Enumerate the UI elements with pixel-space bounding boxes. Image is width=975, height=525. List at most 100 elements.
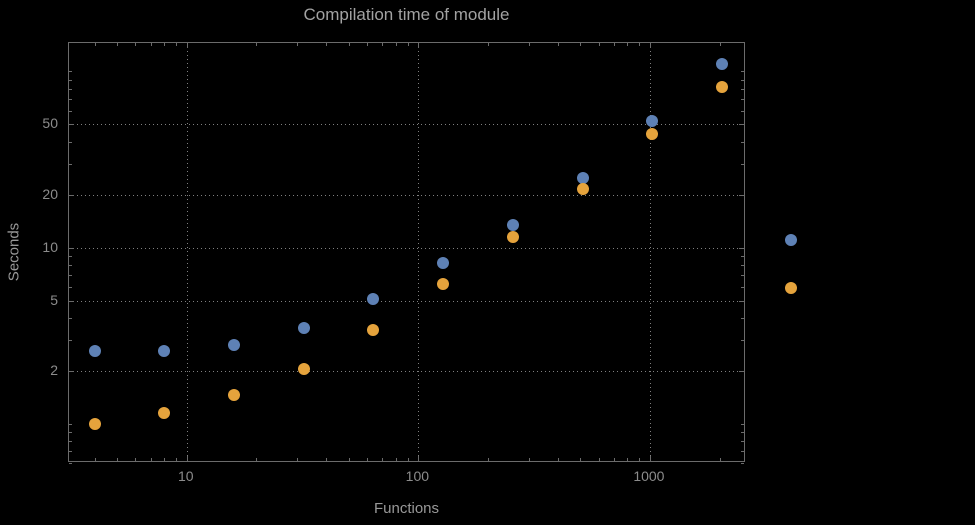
y-minor-tick [69, 88, 72, 90]
y-minor-tick [69, 110, 72, 112]
x-minor-tick [719, 43, 721, 46]
plot-area [68, 42, 745, 464]
x-minor-tick [326, 43, 328, 46]
y-minor-tick [69, 317, 72, 319]
y-tick-mark [69, 247, 74, 249]
x-minor-tick [627, 43, 629, 46]
x-minor-tick [580, 458, 582, 461]
y-gridline [69, 370, 744, 372]
x-minor-tick [297, 43, 299, 46]
x-tick-mark [418, 456, 420, 461]
y-tick-mark [739, 300, 744, 302]
data-point-series-2-orange [506, 230, 519, 243]
y-minor-tick [69, 451, 72, 453]
y-tick-mark [69, 300, 74, 302]
x-minor-tick [598, 458, 600, 461]
x-minor-tick [150, 43, 152, 46]
y-minor-tick [69, 274, 72, 276]
y-tick-label: 50 [42, 115, 58, 132]
x-minor-tick [176, 458, 178, 461]
x-minor-tick [557, 458, 559, 461]
y-minor-tick [69, 255, 72, 257]
x-minor-tick [94, 43, 96, 46]
data-point-series-2-orange [88, 417, 101, 430]
y-minor-tick [741, 463, 744, 464]
x-tick-label: 10 [177, 468, 194, 484]
legend-marker-series-1 [785, 234, 797, 246]
x-minor-tick [488, 43, 490, 46]
y-minor-tick [741, 440, 744, 442]
y-minor-tick [69, 463, 72, 464]
y-minor-tick [69, 264, 72, 266]
x-minor-tick [366, 43, 368, 46]
y-minor-tick [741, 264, 744, 266]
y-minor-tick [741, 98, 744, 100]
x-minor-tick [598, 43, 600, 46]
y-tick-mark [739, 124, 744, 126]
x-minor-tick [164, 43, 166, 46]
x-tick-mark [649, 43, 651, 48]
y-minor-tick [69, 71, 72, 73]
x-minor-tick [135, 43, 137, 46]
y-minor-tick [69, 163, 72, 165]
x-minor-tick [407, 458, 409, 461]
y-tick-label: 5 [50, 291, 58, 308]
x-minor-tick [488, 458, 490, 461]
data-point-series-2-orange [716, 80, 728, 93]
x-minor-tick [348, 458, 350, 461]
y-gridline [69, 300, 744, 302]
y-minor-tick [741, 163, 744, 165]
x-minor-tick [382, 458, 384, 461]
x-minor-tick [94, 458, 96, 461]
data-point-series-1-blue [228, 339, 241, 352]
x-minor-tick [164, 458, 166, 461]
y-minor-tick [741, 274, 744, 276]
y-minor-tick [741, 110, 744, 112]
y-minor-tick [69, 423, 72, 425]
y-minor-tick [741, 79, 744, 81]
y-tick-mark [69, 370, 74, 372]
x-minor-tick [639, 43, 641, 46]
x-minor-tick [348, 43, 350, 46]
x-minor-tick [614, 458, 616, 461]
x-minor-tick [528, 43, 530, 46]
y-minor-tick [69, 339, 72, 341]
y-minor-tick [69, 440, 72, 442]
x-tick-label: 100 [405, 468, 430, 484]
y-minor-tick [69, 286, 72, 288]
y-tick-mark [739, 370, 744, 372]
y-minor-tick [741, 286, 744, 288]
x-minor-tick [117, 43, 119, 46]
x-minor-tick [297, 458, 299, 461]
x-minor-tick [366, 458, 368, 461]
data-point-series-1-blue [576, 171, 589, 184]
x-minor-tick [135, 458, 137, 461]
data-point-series-2-orange [646, 128, 659, 141]
y-tick-mark [739, 247, 744, 249]
y-tick-label: 10 [42, 238, 58, 255]
x-minor-tick [256, 43, 258, 46]
x-minor-tick [395, 458, 397, 461]
x-tick-mark [418, 43, 420, 48]
y-tick-mark [69, 124, 74, 126]
x-minor-tick [395, 43, 397, 46]
x-tick-mark [186, 43, 188, 48]
y-gridline [69, 124, 744, 126]
data-point-series-1-blue [716, 58, 728, 71]
y-minor-tick [69, 79, 72, 81]
data-point-series-1-blue [88, 344, 101, 357]
y-minor-tick [69, 431, 72, 433]
x-minor-tick [528, 458, 530, 461]
y-tick-mark [739, 194, 744, 196]
x-minor-tick [639, 458, 641, 461]
data-point-series-1-blue [506, 218, 519, 231]
y-tick-label: 20 [42, 185, 58, 202]
y-minor-tick [741, 88, 744, 90]
y-minor-tick [69, 98, 72, 100]
data-point-series-2-orange [297, 362, 310, 375]
data-point-series-2-orange [576, 183, 589, 196]
x-tick-label: 1000 [633, 468, 665, 484]
x-minor-tick [627, 458, 629, 461]
data-point-series-2-orange [367, 324, 380, 337]
x-minor-tick [117, 458, 119, 461]
